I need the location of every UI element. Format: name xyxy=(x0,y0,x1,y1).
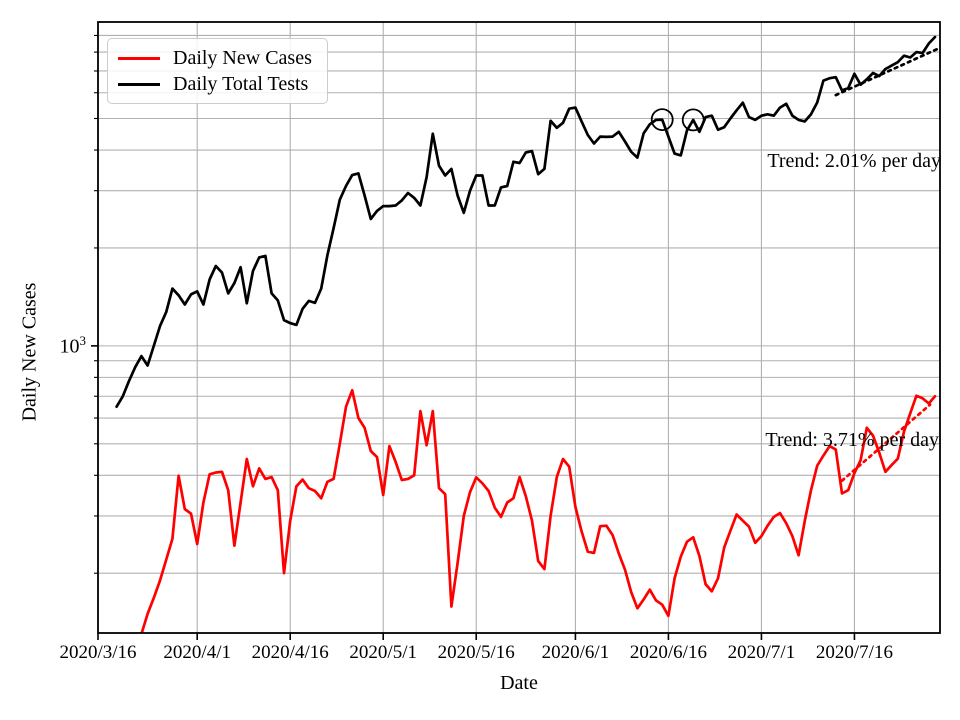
tick-marks xyxy=(91,34,856,640)
x-tick-label: 2020/3/16 xyxy=(59,642,137,663)
legend-item-daily-new-cases: Daily New Cases xyxy=(118,48,317,68)
x-tick-label: 2020/6/1 xyxy=(541,642,610,663)
legend-label-daily-new-cases: Daily New Cases xyxy=(173,47,312,69)
x-axis-label: Date xyxy=(500,672,538,694)
x-tick-label: 2020/5/1 xyxy=(349,642,417,663)
series-line-daily-new-cases xyxy=(140,388,937,633)
anomaly-marker-circle xyxy=(681,108,705,132)
x-tick-label: 2020/4/16 xyxy=(251,642,329,663)
trend-line-tests xyxy=(834,46,940,97)
y-tick-label: 103 xyxy=(59,333,87,358)
trend-line-cases xyxy=(840,403,932,483)
trend-annotation-cases: Trend: 3.71% per day xyxy=(765,429,939,451)
plot-border xyxy=(97,21,941,634)
x-tick-label: 2020/5/16 xyxy=(437,642,515,663)
x-tick-label: 2020/4/1 xyxy=(163,642,231,663)
x-tick-label: 2020/7/1 xyxy=(727,642,796,663)
gridlines xyxy=(97,22,940,633)
legend-label-daily-total-tests: Daily Total Tests xyxy=(173,73,309,95)
legend: Daily New Cases Daily Total Tests xyxy=(107,38,328,104)
series-line-daily-total-tests xyxy=(115,35,937,409)
series-lines xyxy=(115,35,940,633)
legend-line-sample-tests xyxy=(118,82,160,86)
x-tick-label: 2020/7/16 xyxy=(815,642,893,663)
legend-item-daily-total-tests: Daily Total Tests xyxy=(118,74,317,94)
legend-line-sample-cases xyxy=(118,56,160,60)
anomaly-marker-circle xyxy=(650,108,674,131)
x-tick-label: 2020/6/16 xyxy=(629,642,707,663)
trend-annotation-tests: Trend: 2.01% per day xyxy=(767,150,941,172)
